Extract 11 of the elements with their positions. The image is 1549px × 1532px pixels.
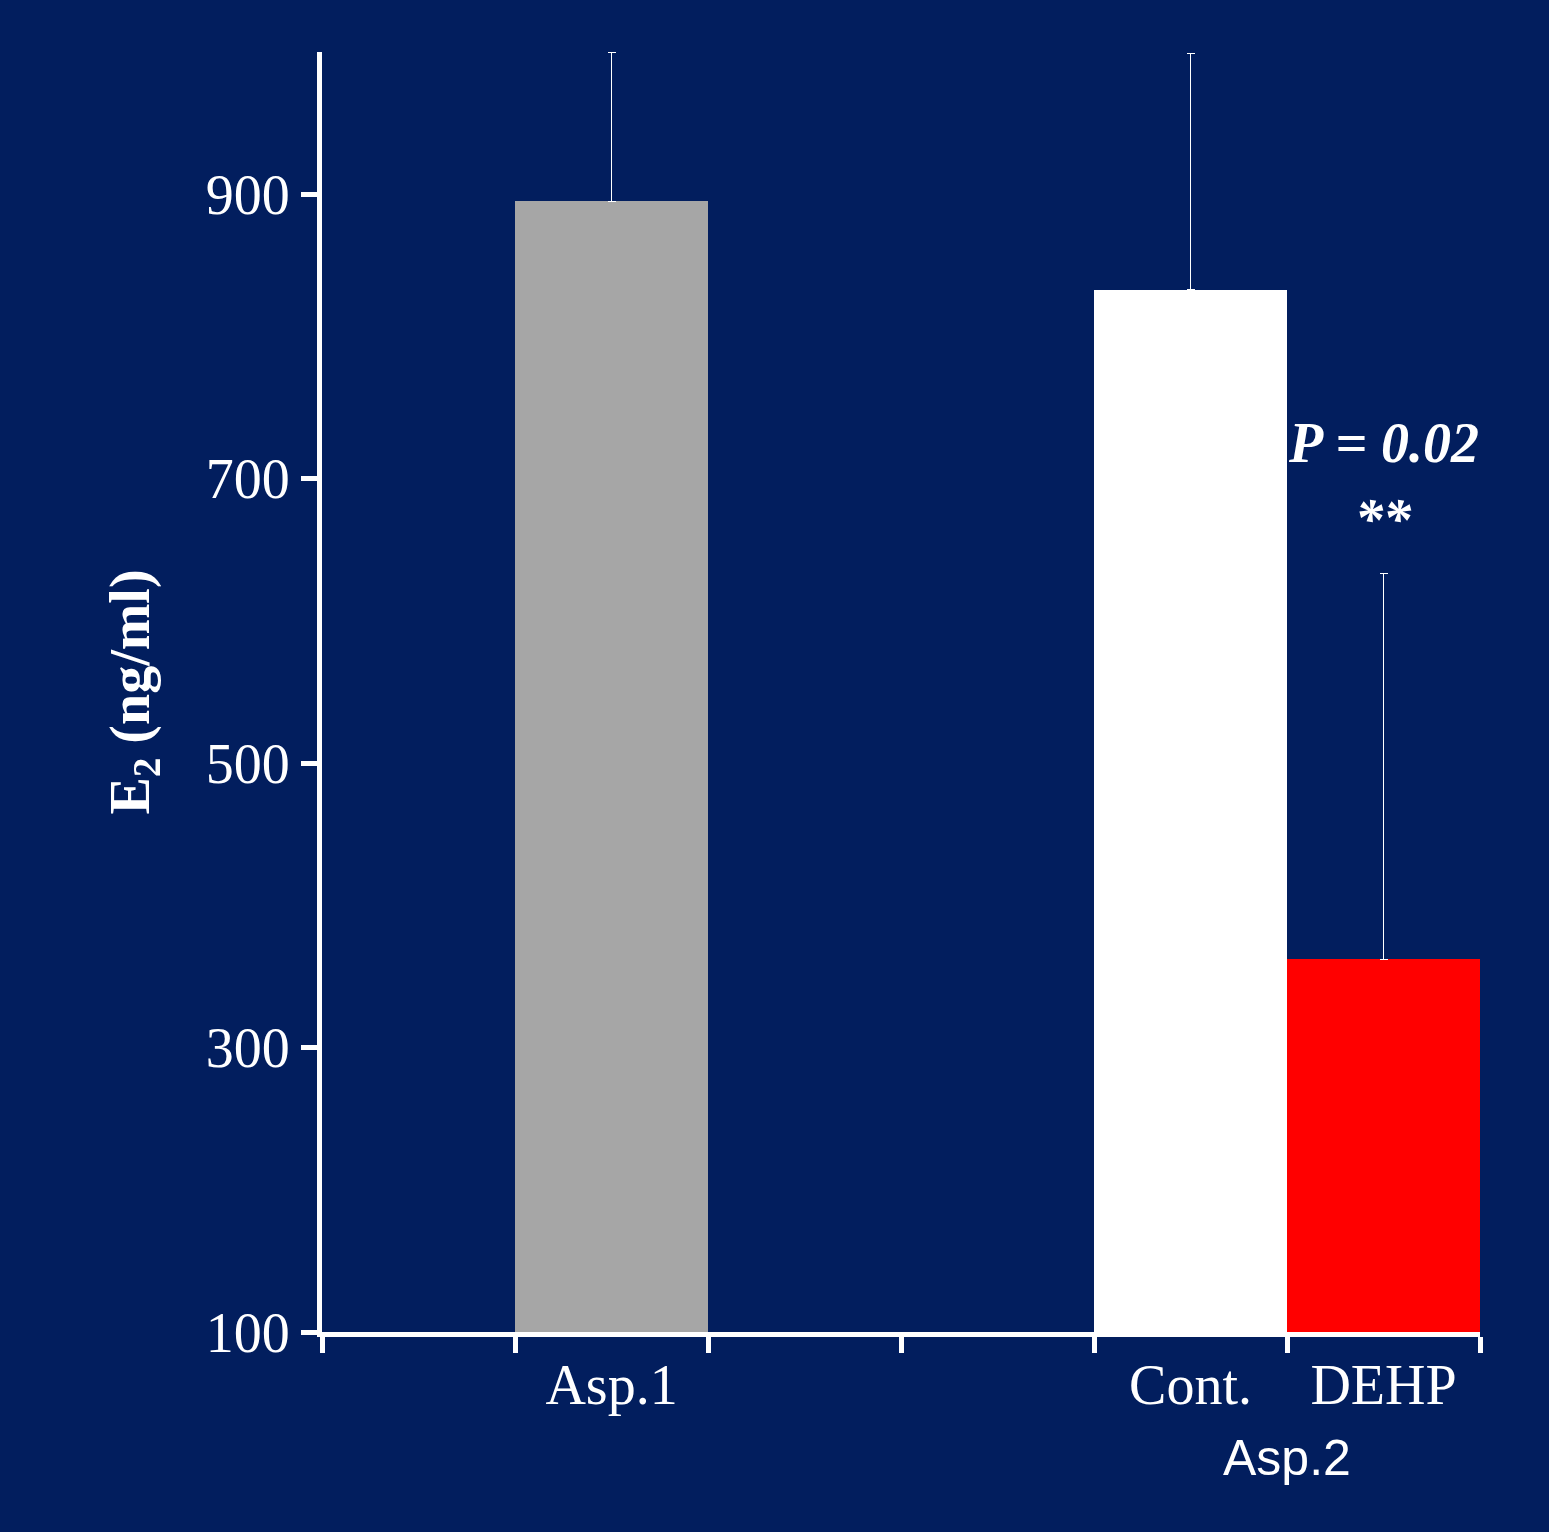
y-tick-label: 700: [205, 448, 290, 511]
text: Asp.2: [1223, 1430, 1351, 1486]
y-tick-label: 900: [205, 163, 290, 226]
annotation: P = 0.02: [1288, 412, 1480, 474]
x-tick-label: DEHP: [1310, 1354, 1457, 1417]
y-tick-label: 100: [205, 1301, 290, 1364]
y-tick-label: 300: [205, 1017, 290, 1080]
y-tick-label: 500: [205, 732, 290, 795]
x-tick-label: Cont.: [1129, 1354, 1252, 1417]
annotation: **: [1355, 488, 1412, 550]
x-tick-label: Asp.1: [545, 1354, 678, 1417]
